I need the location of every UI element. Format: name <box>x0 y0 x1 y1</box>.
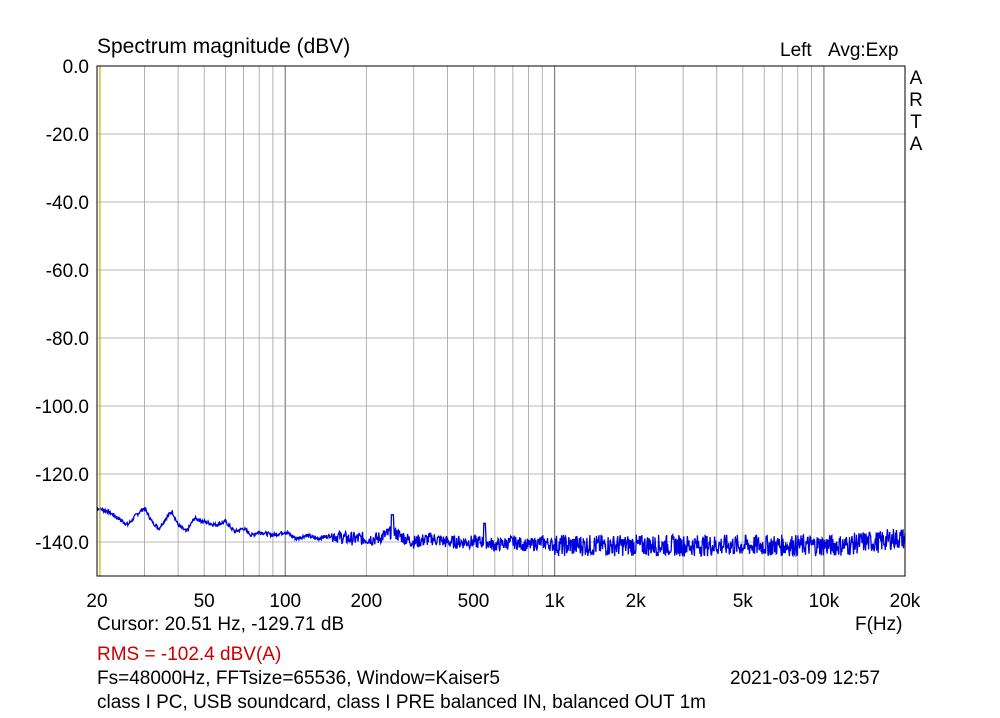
arta-letter: R <box>909 90 923 111</box>
arta-letter: T <box>910 112 922 133</box>
x-tick-label: 100 <box>269 591 301 612</box>
arta-letter: A <box>909 68 923 89</box>
x-tick-label: 20 <box>86 591 107 612</box>
measurement-settings: Fs=48000Hz, FFTsize=65536, Window=Kaiser… <box>97 668 500 689</box>
x-tick-label: 500 <box>458 591 490 612</box>
x-tick-label: 50 <box>194 591 215 612</box>
rms-readout: RMS = -102.4 dBV(A) <box>97 644 282 665</box>
y-tick-label: -60.0 <box>46 261 89 282</box>
y-tick-label: -20.0 <box>46 125 89 146</box>
x-tick-label: 5k <box>733 591 754 612</box>
x-tick-label: 1k <box>545 591 566 612</box>
chart-title: Spectrum magnitude (dBV) <box>97 35 351 58</box>
timestamp: 2021-03-09 12:57 <box>730 668 881 689</box>
x-tick-label: 200 <box>350 591 382 612</box>
cursor-readout: Cursor: 20.51 Hz, -129.71 dB <box>97 614 345 635</box>
x-axis-label: F(Hz) <box>855 614 903 635</box>
x-tick-label: 20k <box>890 591 921 612</box>
series-line <box>96 506 906 558</box>
averaging-label: Avg:Exp <box>828 40 899 61</box>
measurement-description: class I PC, USB soundcard, class I PRE b… <box>97 692 706 713</box>
arta-brand-label: A R T A <box>906 68 926 156</box>
y-tick-label: 0.0 <box>63 57 89 78</box>
arta-letter: A <box>909 134 923 155</box>
plot-frame <box>96 65 906 577</box>
x-tick-label: 2k <box>626 591 647 612</box>
x-tick-label: 10k <box>809 591 840 612</box>
y-tick-label: -120.0 <box>35 465 89 486</box>
plot-area <box>97 66 905 576</box>
y-tick-label: -80.0 <box>46 329 89 350</box>
y-tick-label: -100.0 <box>35 397 89 418</box>
channel-label: Left <box>780 40 812 61</box>
y-tick-label: -140.0 <box>35 533 89 554</box>
y-tick-label: -40.0 <box>46 193 89 214</box>
